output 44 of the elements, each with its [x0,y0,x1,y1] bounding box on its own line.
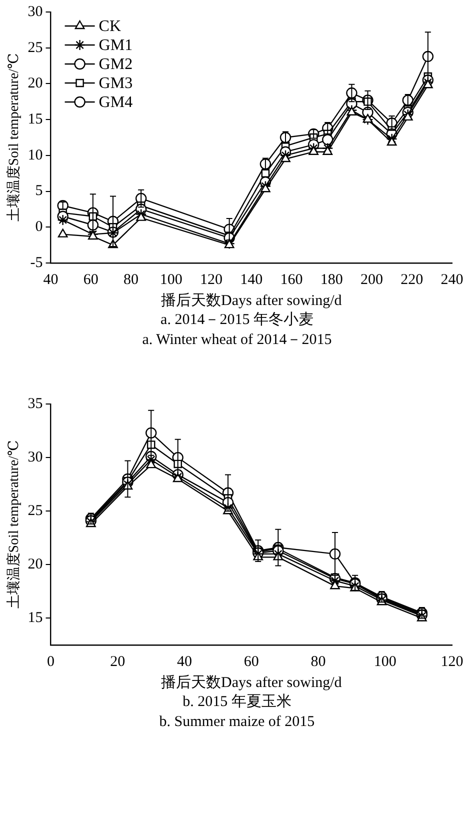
y-axis-title: 土壤温度Soil temperature/℃ [6,440,22,609]
legend-label: CK [98,18,122,36]
y-axis-title: 土壤温度Soil temperature/℃ [6,53,22,222]
text: b. 2015 年夏玉米 [182,692,292,712]
y-tick-label: 30 [28,4,43,20]
legend-label: GM4 [98,94,133,112]
x-axis-title: 播后天数Days after sowing/d [160,292,342,309]
text: b. Summer maize of 2015 [158,713,316,732]
x-tick-label: 40 [43,272,58,288]
text: a. 2014－2015 年冬小麦 [160,310,314,330]
x-tick-label: 60 [83,272,98,288]
y-tick-label: 30 [28,449,43,466]
x-tick-label: 100 [374,654,396,670]
x-tick-label: 60 [244,654,259,670]
x-tick-label: 120 [440,654,464,670]
legend-label: GM1 [98,37,133,54]
x-tick-label: 140 [240,272,263,288]
y-tick-label: 10 [28,147,43,164]
y-tick-label: -5 [30,254,43,271]
y-tick-label: 25 [28,40,43,56]
y-tick-label: 20 [28,556,43,573]
text: a. Winter wheat of 2014－2015 [141,331,333,350]
x-tick-label: 80 [310,654,326,670]
x-tick-label: 80 [124,272,139,288]
x-tick-label: 220 [400,272,424,288]
y-tick-label: 15 [28,610,43,626]
x-tick-label: 240 [440,272,464,288]
x-tick-label: 40 [177,654,192,670]
y-tick-label: 25 [28,503,43,520]
legend-label: GM2 [98,56,133,74]
x-tick-label: 160 [280,272,303,288]
y-tick-label: 35 [28,396,43,412]
y-tick-label: 0 [35,219,43,236]
x-tick-label: 20 [110,654,126,670]
x-tick-label: 200 [360,272,384,288]
y-tick-label: 15 [28,112,43,128]
y-tick-label: 20 [28,76,43,92]
x-tick-label: 0 [47,654,55,670]
x-axis-title: 播后天数Days after sowing/d [160,674,342,691]
legend-label: GM3 [98,75,133,92]
x-tick-label: 100 [160,272,182,288]
x-tick-label: 120 [200,272,223,288]
y-tick-label: 5 [35,183,43,200]
x-tick-label: 180 [320,272,343,288]
